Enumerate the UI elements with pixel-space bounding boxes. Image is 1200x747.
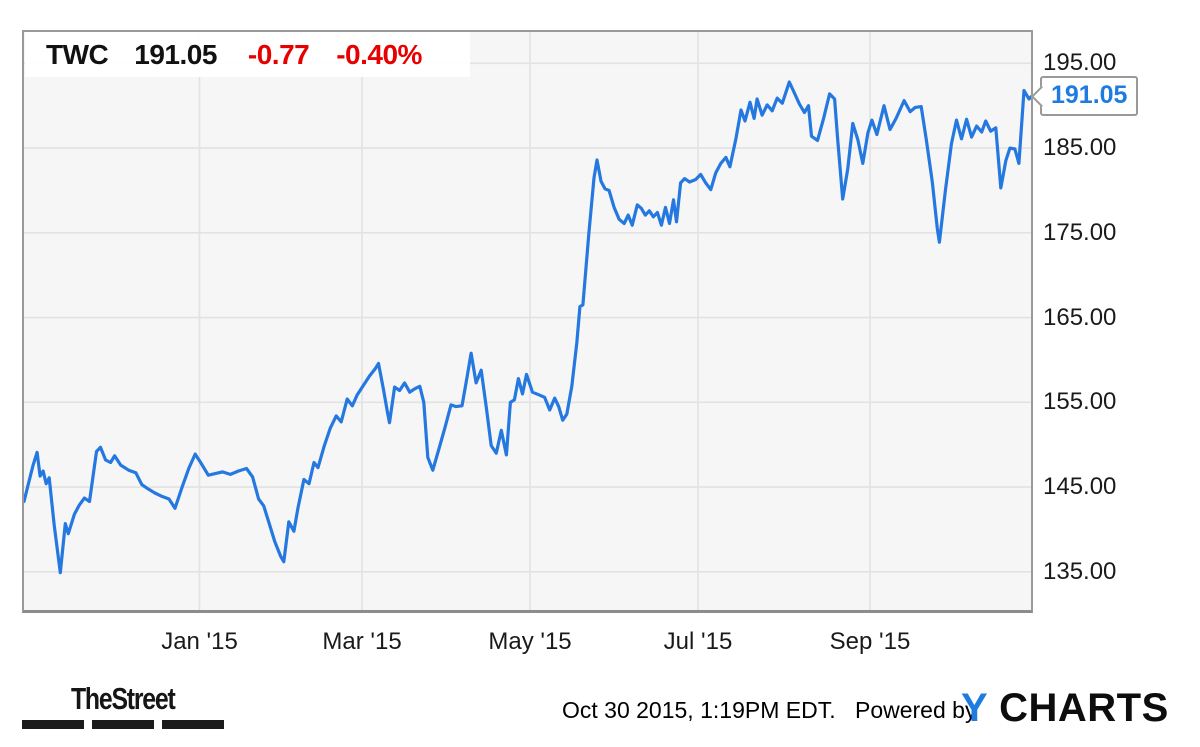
ycharts-rest: CHARTS	[999, 686, 1169, 730]
x-axis-tick-label: May '15	[488, 628, 572, 655]
ycharts-y-letter: Y	[961, 686, 988, 730]
thestreet-logo: TheStreet	[22, 681, 224, 729]
x-axis-tick-label: Mar '15	[322, 628, 402, 655]
y-axis-tick-label: 165.00	[1043, 303, 1117, 331]
x-axis-tick-label: Jul '15	[663, 628, 733, 655]
powered-by-label: Powered by	[854, 697, 977, 723]
chart-timestamp: Oct 30 2015, 1:19PM EDT.	[562, 697, 836, 723]
last-price: 191.05	[134, 38, 217, 70]
y-axis-tick-label: 195.00	[1043, 49, 1117, 77]
y-axis-tick-label: 185.00	[1043, 134, 1117, 162]
y-axis-tick-label: 155.00	[1043, 388, 1117, 416]
thestreet-wordmark: TheStreet	[71, 681, 176, 716]
timestamp-line: Oct 30 2015, 1:19PM EDT. Powered by	[562, 697, 976, 724]
plot-area	[22, 30, 1033, 613]
y-axis-tick-label: 145.00	[1043, 473, 1117, 501]
y-axis-tick-label: 135.00	[1043, 557, 1117, 585]
price-change: -0.77	[247, 38, 310, 70]
x-axis-tick-label: Jan '15	[161, 628, 238, 655]
thestreet-bars-icon	[22, 720, 224, 729]
callout-price: 191.05	[1051, 80, 1128, 109]
ycharts-logo: Y CHARTS	[961, 686, 1169, 731]
x-axis-tick-label: Sep '15	[829, 628, 911, 655]
quote-legend: TWC 191.05 -0.77 -0.40%	[25, 32, 470, 77]
price-change-percent: -0.40%	[336, 38, 422, 70]
callout-tail-icon	[1030, 85, 1053, 107]
ticker-symbol: TWC	[46, 38, 109, 70]
y-axis-tick-label: 175.00	[1043, 218, 1117, 246]
price-chart-svg	[24, 32, 1031, 610]
current-price-callout: 191.05	[1030, 75, 1139, 116]
price-line	[24, 80, 1031, 575]
